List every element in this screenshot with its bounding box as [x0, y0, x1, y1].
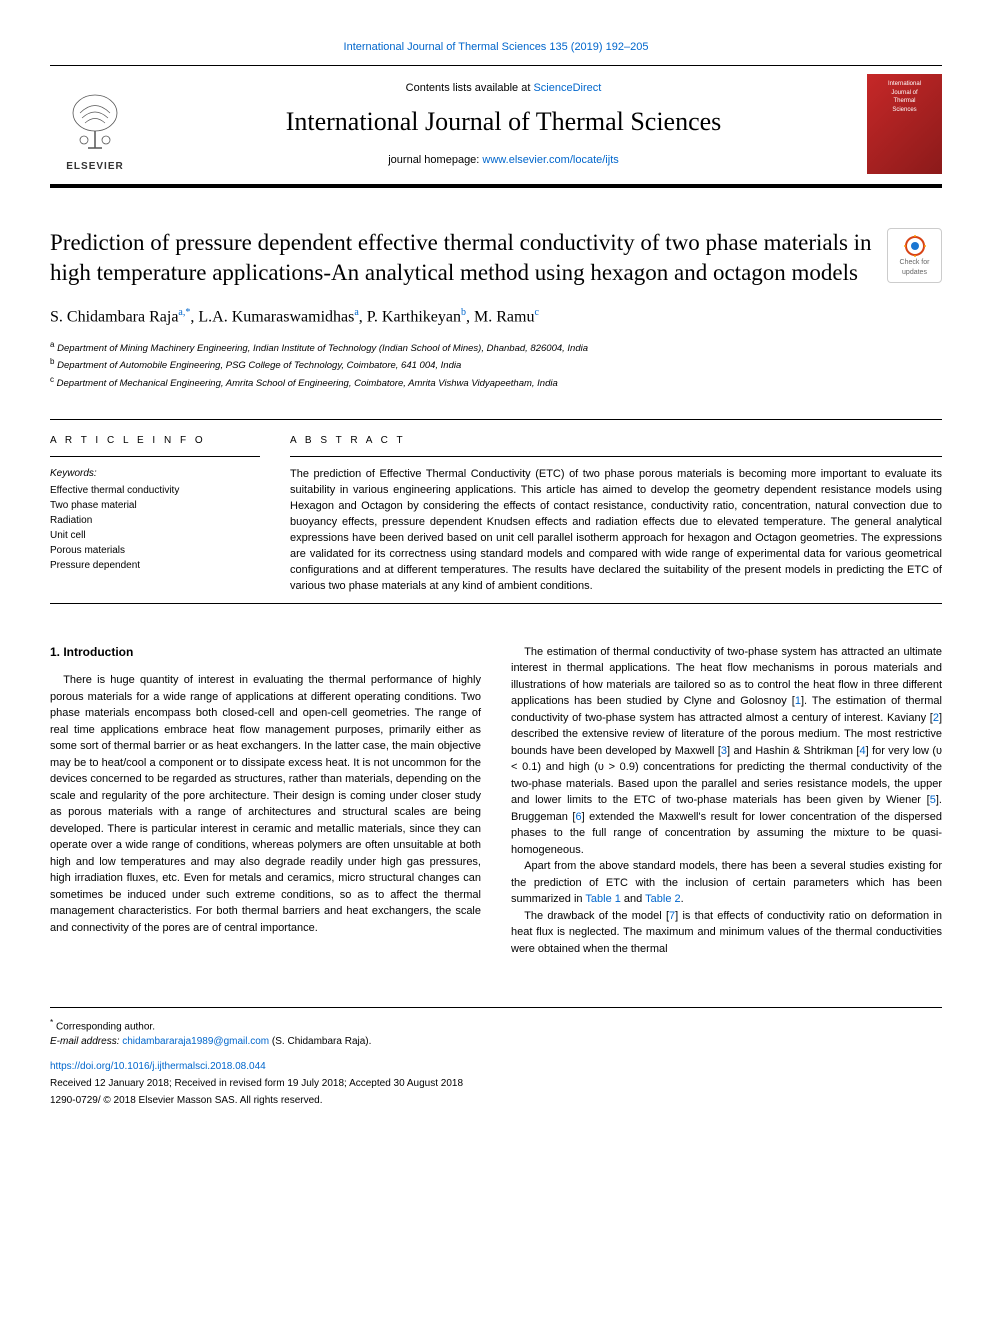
author-1: S. Chidambara Raja: [50, 309, 178, 326]
body-paragraph: The estimation of thermal conductivity o…: [511, 644, 942, 859]
affiliation-b: b Department of Automobile Engineering, …: [50, 356, 942, 373]
affiliations: a Department of Mining Machinery Enginee…: [50, 339, 942, 391]
body-paragraph: The drawback of the model [7] is that ef…: [511, 908, 942, 958]
affiliation-c: c Department of Mechanical Engineering, …: [50, 374, 942, 391]
info-abstract-bottom-rule: [50, 603, 942, 604]
cover-line-3: Thermal: [893, 97, 915, 105]
citation-ref[interactable]: 2: [933, 712, 939, 724]
received-line: Received 12 January 2018; Received in re…: [50, 1076, 942, 1091]
email-line: E-mail address: chidambararaja1989@gmail…: [50, 1034, 942, 1049]
check-for-updates-badge[interactable]: Check for updates: [887, 228, 942, 283]
article-title: Prediction of pressure dependent effecti…: [50, 228, 942, 288]
affiliation-a: a Department of Mining Machinery Enginee…: [50, 339, 942, 356]
cover-line-1: International: [888, 80, 921, 88]
sciencedirect-link[interactable]: ScienceDirect: [533, 82, 601, 94]
citation-ref[interactable]: 1: [795, 695, 801, 707]
keywords-label: Keywords:: [50, 467, 260, 481]
elsevier-logo: ELSEVIER: [50, 74, 140, 174]
contents-prefix: Contents lists available at: [406, 82, 534, 94]
corresponding-author-note: * Corresponding author.: [50, 1016, 942, 1034]
info-abstract-row: A R T I C L E I N F O Keywords: Effectiv…: [50, 419, 942, 595]
body-columns: 1. Introduction There is huge quantity o…: [50, 644, 942, 958]
homepage-link[interactable]: www.elsevier.com/locate/ijts: [482, 154, 618, 166]
citation-ref[interactable]: 6: [575, 811, 581, 823]
keywords-list: Effective thermal conductivityTwo phase …: [50, 483, 260, 573]
homepage-line: journal homepage: www.elsevier.com/locat…: [150, 153, 857, 168]
author-2: L.A. Kumaraswamidhas: [198, 309, 354, 326]
introduction-heading: 1. Introduction: [50, 644, 481, 661]
cover-line-4: Sciences: [892, 106, 916, 114]
left-column: 1. Introduction There is huge quantity o…: [50, 644, 481, 958]
check-updates-icon: [903, 234, 927, 258]
doi-line: https://doi.org/10.1016/j.ijthermalsci.2…: [50, 1059, 942, 1074]
keyword-item: Two phase material: [50, 498, 260, 513]
email-attribution: (S. Chidambara Raja).: [272, 1036, 371, 1047]
check-updates-label: Check for updates: [888, 258, 941, 278]
left-paragraphs: There is huge quantity of interest in ev…: [50, 672, 481, 936]
authors: S. Chidambara Rajaa,*, L.A. Kumaraswamid…: [50, 306, 942, 329]
affiliation-b-text: Department of Automobile Engineering, PS…: [57, 360, 461, 371]
top-citation: International Journal of Thermal Science…: [50, 40, 942, 55]
author-4: M. Ramu: [474, 309, 534, 326]
citation-ref[interactable]: 3: [721, 745, 727, 757]
author-3: P. Karthikeyan: [367, 309, 461, 326]
body-paragraph: Apart from the above standard models, th…: [511, 858, 942, 908]
abstract-divider: [290, 456, 942, 457]
body-paragraph: There is huge quantity of interest in ev…: [50, 672, 481, 936]
abstract-label: A B S T R A C T: [290, 434, 942, 448]
author-4-affil[interactable]: c: [534, 307, 538, 318]
email-link[interactable]: chidambararaja1989@gmail.com: [122, 1036, 269, 1047]
keyword-item: Unit cell: [50, 528, 260, 543]
citation-ref[interactable]: 7: [669, 910, 675, 922]
corresponding-text: Corresponding author.: [56, 1021, 155, 1032]
author-2-affil[interactable]: a: [354, 307, 358, 318]
citation-ref[interactable]: 5: [930, 794, 936, 806]
affiliation-a-text: Department of Mining Machinery Engineeri…: [57, 343, 588, 354]
copyright-line: 1290-0729/ © 2018 Elsevier Masson SAS. A…: [50, 1093, 942, 1108]
keyword-item: Porous materials: [50, 543, 260, 558]
footnotes: * Corresponding author. E-mail address: …: [50, 1007, 942, 1108]
masthead: ELSEVIER Contents lists available at Sci…: [50, 65, 942, 188]
affiliation-c-text: Department of Mechanical Engineering, Am…: [57, 378, 558, 389]
doi-link[interactable]: https://doi.org/10.1016/j.ijthermalsci.2…: [50, 1061, 266, 1072]
keyword-item: Pressure dependent: [50, 558, 260, 573]
abstract-column: A B S T R A C T The prediction of Effect…: [290, 434, 942, 595]
contents-line: Contents lists available at ScienceDirec…: [150, 81, 857, 96]
article-header: Check for updates Prediction of pressure…: [50, 228, 942, 391]
top-citation-link[interactable]: International Journal of Thermal Science…: [344, 41, 649, 53]
table-ref[interactable]: Table 2: [645, 893, 680, 905]
elsevier-tree-icon: [60, 88, 130, 158]
author-3-affil[interactable]: b: [461, 307, 466, 318]
author-1-affil[interactable]: a,*: [178, 307, 190, 318]
email-label: E-mail address:: [50, 1036, 119, 1047]
cover-line-2: Journal of: [891, 89, 917, 97]
abstract-text: The prediction of Effective Thermal Cond…: [290, 467, 942, 595]
keyword-item: Radiation: [50, 513, 260, 528]
right-paragraphs: The estimation of thermal conductivity o…: [511, 644, 942, 958]
elsevier-label: ELSEVIER: [66, 160, 123, 174]
citation-ref[interactable]: 4: [860, 745, 866, 757]
journal-title: International Journal of Thermal Science…: [150, 104, 857, 140]
article-info-label: A R T I C L E I N F O: [50, 434, 260, 448]
keyword-item: Effective thermal conductivity: [50, 483, 260, 498]
homepage-prefix: journal homepage:: [388, 154, 482, 166]
info-divider: [50, 456, 260, 457]
masthead-center: Contents lists available at ScienceDirec…: [150, 81, 857, 168]
journal-cover-thumbnail: International Journal of Thermal Science…: [867, 74, 942, 174]
article-info-column: A R T I C L E I N F O Keywords: Effectiv…: [50, 434, 260, 595]
right-column: The estimation of thermal conductivity o…: [511, 644, 942, 958]
table-ref[interactable]: Table 1: [585, 893, 620, 905]
